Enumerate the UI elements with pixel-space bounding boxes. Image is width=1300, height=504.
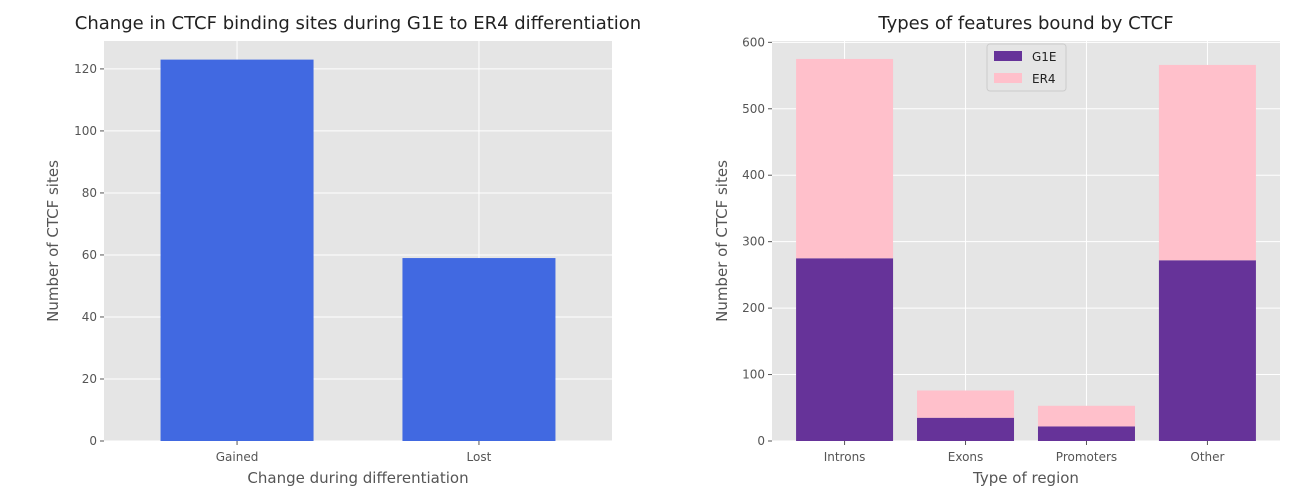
legend-swatch-er4	[994, 73, 1022, 83]
chart-title-left: Change in CTCF binding sites during G1E …	[75, 13, 641, 34]
x-tick-label-lost: Lost	[467, 450, 492, 464]
chart-panel-right: 0 100 200 300 400 500 600 Introns Exons Promoter…	[713, 13, 1280, 487]
y-tick-label: 200	[742, 301, 765, 315]
y-tick-label: 600	[742, 35, 765, 49]
bar-er4-promoters	[1037, 405, 1135, 427]
y-tick-label: 400	[742, 168, 765, 182]
x-tick-label-promoters: Promoters	[1056, 450, 1117, 464]
legend-label-g1e: G1E	[1032, 50, 1057, 64]
y-tick-label: 40	[82, 310, 97, 324]
chart-title-right: Types of features bound by CTCF	[877, 13, 1173, 34]
x-tick-label-exons: Exons	[948, 450, 984, 464]
bar-gained	[160, 59, 314, 442]
bars-left	[160, 59, 556, 442]
x-tick-label-introns: Introns	[824, 450, 866, 464]
y-axis-label-left: Number of CTCF sites	[44, 160, 62, 322]
y-ticks-right: 0 100 200 300 400 500 600	[742, 35, 772, 448]
bars-right	[796, 58, 1256, 441]
y-tick-label: 300	[742, 235, 765, 249]
bar-g1e-introns	[796, 258, 894, 441]
y-tick-label: 100	[742, 368, 765, 382]
y-axis-label-right: Number of CTCF sites	[713, 160, 731, 322]
bar-g1e-promoters	[1037, 426, 1135, 441]
x-ticks-left: Gained Lost	[216, 441, 492, 464]
y-tick-label: 20	[82, 372, 97, 386]
x-axis-label-left: Change during differentiation	[247, 469, 468, 487]
y-tick-label: 500	[742, 102, 765, 116]
bar-er4-other	[1158, 64, 1256, 261]
x-tick-label-gained: Gained	[216, 450, 259, 464]
bar-g1e-exons	[917, 417, 1015, 441]
bar-g1e-other	[1158, 260, 1256, 441]
x-axis-label-right: Type of region	[972, 469, 1079, 487]
y-ticks-left: 0 20 40 60 80 100 120	[74, 62, 104, 448]
x-tick-label-other: Other	[1190, 450, 1224, 464]
bar-lost	[402, 258, 556, 441]
y-tick-label: 100	[74, 124, 97, 138]
bar-er4-introns	[796, 58, 894, 259]
legend: G1E ER4	[986, 43, 1067, 92]
chart-panel-left: 0 20 40 60 80 100 120 Gained Lost Change in CTC…	[44, 13, 641, 487]
y-tick-label: 0	[89, 434, 97, 448]
legend-swatch-g1e	[994, 51, 1022, 61]
legend-label-er4: ER4	[1032, 72, 1056, 86]
y-tick-label: 0	[757, 434, 765, 448]
y-tick-label: 60	[82, 248, 97, 262]
bar-er4-exons	[917, 390, 1015, 418]
y-tick-label: 80	[82, 186, 97, 200]
x-ticks-right: Introns Exons Promoters Other	[824, 441, 1225, 464]
y-tick-label: 120	[74, 62, 97, 76]
